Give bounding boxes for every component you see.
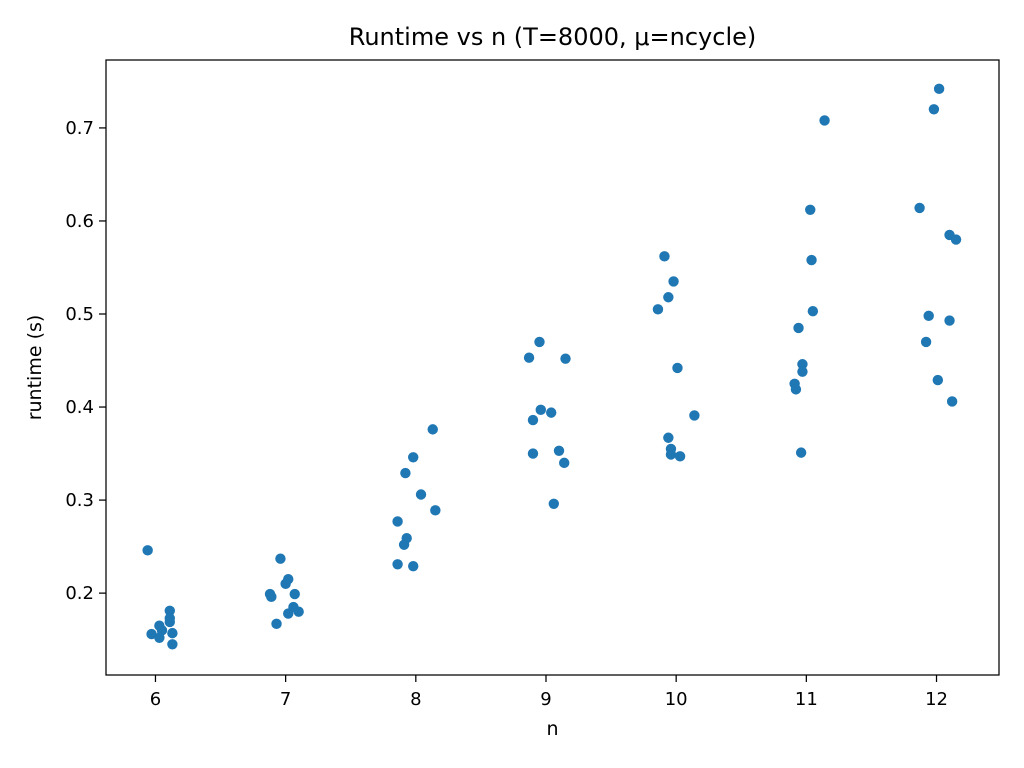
data-point bbox=[665, 449, 677, 460]
data-point bbox=[400, 467, 411, 479]
x-axis-ticks: 6 7 8 9 10 11 12 bbox=[150, 675, 948, 710]
x-tick-label: 7 bbox=[280, 689, 291, 710]
data-point bbox=[271, 618, 282, 630]
data-point bbox=[408, 560, 419, 572]
data-point bbox=[932, 374, 944, 386]
y-tick-label: 0.3 bbox=[65, 490, 94, 511]
data-point bbox=[659, 251, 670, 262]
data-point bbox=[950, 234, 962, 245]
data-point bbox=[946, 396, 958, 407]
y-axis-ticks: 0.2 0.3 0.4 0.5 0.6 0.7 bbox=[65, 118, 106, 604]
data-point bbox=[427, 424, 438, 435]
data-point bbox=[797, 366, 808, 377]
x-tick-label: 11 bbox=[795, 689, 818, 710]
data-point bbox=[156, 625, 168, 636]
data-point bbox=[668, 276, 679, 287]
data-point bbox=[167, 639, 178, 650]
data-point bbox=[797, 359, 808, 370]
data-point bbox=[914, 202, 925, 214]
data-point bbox=[548, 498, 560, 510]
data-point bbox=[920, 336, 932, 348]
y-tick-label: 0.6 bbox=[65, 211, 94, 232]
data-point bbox=[674, 451, 686, 462]
data-point bbox=[164, 605, 175, 617]
data-point bbox=[944, 315, 955, 326]
x-tick-label: 9 bbox=[540, 689, 551, 710]
data-point bbox=[819, 115, 830, 126]
data-point bbox=[795, 447, 807, 458]
data-point bbox=[142, 545, 153, 556]
data-point bbox=[535, 404, 546, 416]
data-point bbox=[293, 606, 304, 617]
data-point bbox=[672, 362, 683, 374]
data-point bbox=[807, 306, 819, 317]
x-tick-label: 6 bbox=[150, 689, 161, 710]
plot-area-frame bbox=[105, 59, 1000, 676]
data-point bbox=[415, 489, 427, 500]
data-point bbox=[534, 336, 545, 348]
data-point bbox=[933, 83, 945, 95]
data-point bbox=[430, 505, 441, 516]
data-points bbox=[142, 83, 962, 650]
data-point bbox=[266, 591, 277, 603]
data-point bbox=[560, 353, 571, 364]
y-tick-label: 0.5 bbox=[65, 304, 94, 325]
chart-title: Runtime vs n (T=8000, μ=ncycle) bbox=[349, 23, 757, 51]
data-point bbox=[408, 452, 419, 463]
x-tick-label: 12 bbox=[925, 689, 948, 710]
data-point bbox=[805, 204, 816, 215]
data-point bbox=[553, 445, 565, 456]
data-point bbox=[806, 254, 817, 266]
y-tick-label: 0.2 bbox=[65, 583, 94, 604]
data-point bbox=[663, 432, 674, 443]
data-point bbox=[689, 410, 700, 421]
data-point bbox=[167, 627, 178, 639]
data-point bbox=[663, 292, 674, 303]
data-point bbox=[923, 310, 934, 322]
data-point bbox=[283, 573, 294, 585]
x-tick-label: 8 bbox=[410, 689, 421, 710]
data-point bbox=[545, 407, 557, 418]
y-axis-label: runtime (s) bbox=[24, 315, 46, 421]
x-tick-label: 10 bbox=[665, 689, 688, 710]
data-point bbox=[790, 384, 802, 395]
y-tick-label: 0.4 bbox=[65, 397, 94, 418]
data-point bbox=[401, 533, 412, 544]
data-point bbox=[392, 559, 403, 570]
data-point bbox=[523, 352, 535, 363]
x-axis-label: n bbox=[546, 718, 558, 740]
data-point bbox=[652, 304, 664, 315]
data-point bbox=[146, 628, 157, 640]
data-point bbox=[527, 414, 539, 426]
data-point bbox=[793, 322, 804, 334]
data-point bbox=[559, 457, 570, 469]
data-point bbox=[164, 616, 175, 628]
data-point bbox=[928, 104, 940, 115]
data-point bbox=[275, 553, 286, 564]
y-tick-label: 0.7 bbox=[65, 118, 94, 139]
data-point bbox=[289, 588, 300, 600]
data-point bbox=[527, 448, 539, 459]
data-point bbox=[392, 516, 403, 527]
